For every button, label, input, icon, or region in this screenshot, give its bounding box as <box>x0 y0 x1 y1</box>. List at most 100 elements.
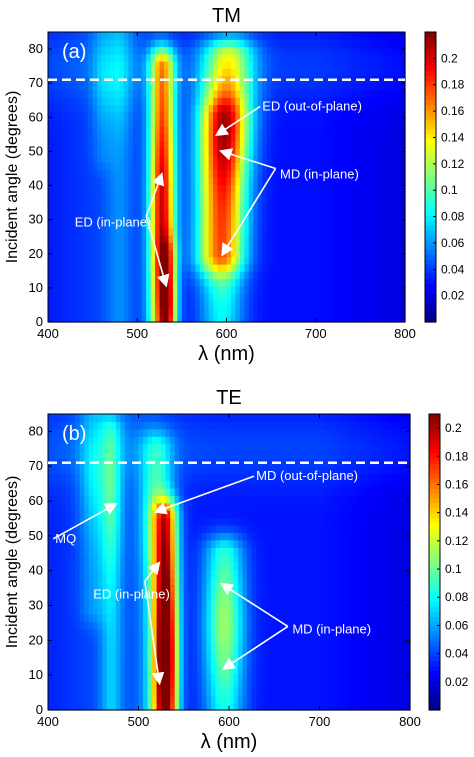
heatmap-cell <box>124 465 131 474</box>
heatmap-cell <box>170 650 176 659</box>
heatmap-cell <box>170 702 176 711</box>
heatmap-cell <box>61 242 67 251</box>
heatmap-cell <box>141 162 147 171</box>
heatmap-cell <box>92 162 98 171</box>
heatmap-cell <box>174 665 180 674</box>
heatmap-cell <box>48 155 54 164</box>
heatmap-cell <box>159 293 165 301</box>
heatmap-cell <box>280 46 286 55</box>
heatmap-cell <box>360 242 366 251</box>
heatmap-cell <box>275 148 281 156</box>
heatmap-cell <box>161 554 167 563</box>
heatmap-cell <box>66 695 72 704</box>
heatmap-cell <box>213 90 219 98</box>
heatmap-cell <box>123 191 129 200</box>
heatmap-cell <box>106 495 112 504</box>
heatmap-cell <box>186 82 192 91</box>
heatmap-cell <box>195 39 201 48</box>
heatmap-cell <box>172 46 179 55</box>
heatmap-cell <box>179 473 185 482</box>
heatmap-cell <box>201 680 207 689</box>
heatmap-cell <box>79 111 85 120</box>
heatmap-cell <box>110 235 116 243</box>
heatmap-cell <box>186 68 192 77</box>
heatmap-cell <box>239 256 245 265</box>
heatmap-cell <box>152 702 158 711</box>
heatmap-cell <box>93 451 99 459</box>
heatmap-cell <box>329 82 335 91</box>
heatmap-cell <box>208 307 214 316</box>
heatmap-cell <box>101 256 107 265</box>
heatmap-cell <box>315 235 321 243</box>
heatmap-cell <box>161 510 167 519</box>
heatmap-cell <box>152 687 158 696</box>
heatmap-cell <box>106 428 112 437</box>
heatmap-cell <box>233 680 239 689</box>
heatmap-cell <box>219 480 226 489</box>
heatmap-cell <box>190 126 196 135</box>
heatmap-cell <box>201 628 207 637</box>
heatmap-cell <box>239 90 245 98</box>
heatmap-cell <box>226 68 232 77</box>
heatmap-cell <box>253 285 259 294</box>
heatmap-cell <box>137 206 143 214</box>
heatmap-cell <box>106 584 112 593</box>
heatmap-cell <box>199 53 205 62</box>
heatmap-cell <box>102 687 108 696</box>
heatmap-cell <box>111 621 117 630</box>
heatmap-cell <box>190 155 196 164</box>
heatmap-cell <box>217 39 223 48</box>
heatmap-cell <box>172 177 179 185</box>
heatmap-cell <box>208 278 214 287</box>
heatmap-cell <box>186 213 192 222</box>
heatmap-cell <box>400 140 406 149</box>
heatmap-cell <box>48 256 54 265</box>
heatmap-cell <box>137 249 143 258</box>
heatmap-cell <box>199 271 205 280</box>
heatmap-cell <box>174 451 180 459</box>
heatmap-cell <box>164 126 170 135</box>
heatmap-cell <box>284 97 290 106</box>
heatmap-cell <box>61 451 67 459</box>
heatmap-cell <box>138 488 144 496</box>
heatmap-cell <box>369 119 375 127</box>
heatmap-cell <box>204 213 210 222</box>
heatmap-cell <box>161 428 167 437</box>
heatmap-cell <box>320 184 326 193</box>
heatmap-cell <box>48 569 54 578</box>
heatmap-cell <box>174 517 180 526</box>
heatmap-cell <box>400 300 406 309</box>
heatmap-cell <box>128 53 134 62</box>
heatmap-cell <box>66 428 72 437</box>
heatmap-cell <box>110 162 116 171</box>
heatmap-cell <box>224 473 230 482</box>
heatmap-cell <box>280 285 286 294</box>
heatmap-cell <box>132 184 138 193</box>
heatmap-cell <box>195 213 201 222</box>
heatmap-cell <box>65 119 71 127</box>
heatmap-cell <box>210 547 217 556</box>
heatmap-cell <box>84 436 90 445</box>
heatmap-cell <box>88 584 94 593</box>
heatmap-cell <box>217 278 223 287</box>
heatmap-cell <box>219 658 226 667</box>
heatmap-cell <box>208 126 214 135</box>
heatmap-cell <box>97 46 103 55</box>
heatmap-cell <box>114 126 120 135</box>
heatmap-cell <box>311 227 317 236</box>
heatmap-cell <box>102 495 108 504</box>
heatmap-cell <box>57 576 63 585</box>
heatmap-cell <box>235 53 241 62</box>
heatmap-cell <box>156 539 162 548</box>
heatmap-cell <box>146 213 152 222</box>
heatmap-cell <box>137 169 143 178</box>
heatmap-cell <box>101 148 107 156</box>
heatmap-cell <box>219 451 226 459</box>
heatmap-cell <box>204 235 210 243</box>
heatmap-cell <box>115 495 121 504</box>
heatmap-cell <box>110 68 116 77</box>
heatmap-cell <box>172 119 179 127</box>
heatmap-cell <box>152 576 158 585</box>
heatmap-cell <box>152 428 158 437</box>
